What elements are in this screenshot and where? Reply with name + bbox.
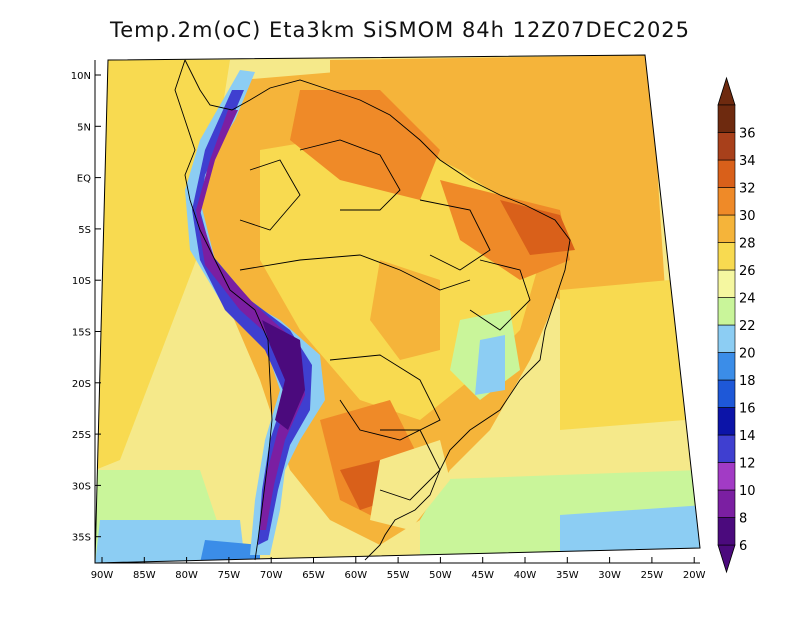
colorbar-label: 28 [739, 237, 756, 252]
lon-label: 60W [344, 570, 367, 581]
coastline [174, 59, 571, 561]
colorbar-swatch [717, 379, 736, 408]
lon-label: 70W [260, 570, 283, 581]
lat-label: EQ [77, 174, 91, 185]
lon-label: 30W [598, 570, 621, 581]
longitude-axis: 90W 85W 80W 75W 70W 65W 60W 55W 50W 45W 40W 35W 30W 2… [91, 557, 706, 581]
colorbar-swatch [717, 434, 736, 463]
lat-label: 10S [72, 276, 91, 287]
colorbar-label: 22 [739, 319, 756, 334]
colorbar-swatch [717, 214, 736, 243]
lon-label: 35W [556, 570, 579, 581]
colorbar-label: 6 [739, 539, 747, 554]
lon-label: 45W [471, 570, 494, 581]
latitude-axis: 10N 5N EQ 5S 10S 15S 20S 25S 30S 35S [71, 71, 101, 544]
colorbar-label: 20 [739, 347, 756, 362]
colorbar-swatch [717, 159, 736, 188]
colorbar-swatch [717, 407, 736, 436]
colorbar-label: 18 [739, 374, 756, 389]
lon-label: 40W [514, 570, 537, 581]
colorbar-label: 16 [739, 402, 756, 417]
colorbar: 6 8 10 12 14 16 18 20 22 24 26 28 30 32 34 36 [717, 76, 756, 574]
colorbar-swatch [717, 104, 736, 133]
colorbar-swatch [717, 297, 736, 326]
lat-label: 35S [72, 533, 91, 544]
colorbar-label: 32 [739, 182, 756, 197]
lon-label: 20W [683, 570, 706, 581]
colorbar-max-arrow [717, 76, 736, 106]
colorbar-min-arrow [717, 544, 736, 574]
map-frame [94, 54, 701, 564]
colorbar-swatch [717, 132, 736, 161]
lon-label: 90W [91, 570, 114, 581]
lon-label: 50W [429, 570, 452, 581]
colorbar-swatch [717, 269, 736, 298]
colorbar-label: 10 [739, 484, 756, 499]
temperature-field [95, 55, 700, 563]
colorbar-swatch [717, 462, 736, 491]
colorbar-swatch [717, 517, 736, 546]
lat-label: 25S [72, 430, 91, 441]
colorbar-label: 8 [739, 512, 747, 527]
colorbar-label: 14 [739, 429, 756, 444]
colorbar-swatch [717, 187, 736, 216]
lat-label: 5N [77, 122, 91, 133]
lon-label: 85W [133, 570, 156, 581]
lon-label: 80W [175, 570, 198, 581]
colorbar-label: 30 [739, 209, 756, 224]
lon-label: 55W [387, 570, 410, 581]
colorbar-label: 34 [739, 154, 756, 169]
lat-label: 10N [71, 71, 91, 82]
colorbar-swatch [717, 324, 736, 353]
colorbar-label: 26 [739, 264, 756, 279]
lat-label: 5S [78, 225, 91, 236]
colorbar-label: 36 [739, 127, 756, 142]
map-title: Temp.2m(oC) Eta3km SiSMOM 84h 12Z07DEC20… [109, 18, 691, 42]
lon-label: 25W [641, 570, 664, 581]
lat-label: 20S [72, 379, 91, 390]
lat-label: 30S [72, 481, 91, 492]
colorbar-swatch [717, 242, 736, 271]
lon-label: 65W [302, 570, 325, 581]
colorbar-label: 12 [739, 457, 756, 472]
lat-label: 15S [72, 328, 91, 339]
colorbar-swatch [717, 352, 736, 381]
colorbar-swatch [717, 489, 736, 518]
colorbar-label: 24 [739, 292, 756, 307]
lon-label: 75W [218, 570, 241, 581]
